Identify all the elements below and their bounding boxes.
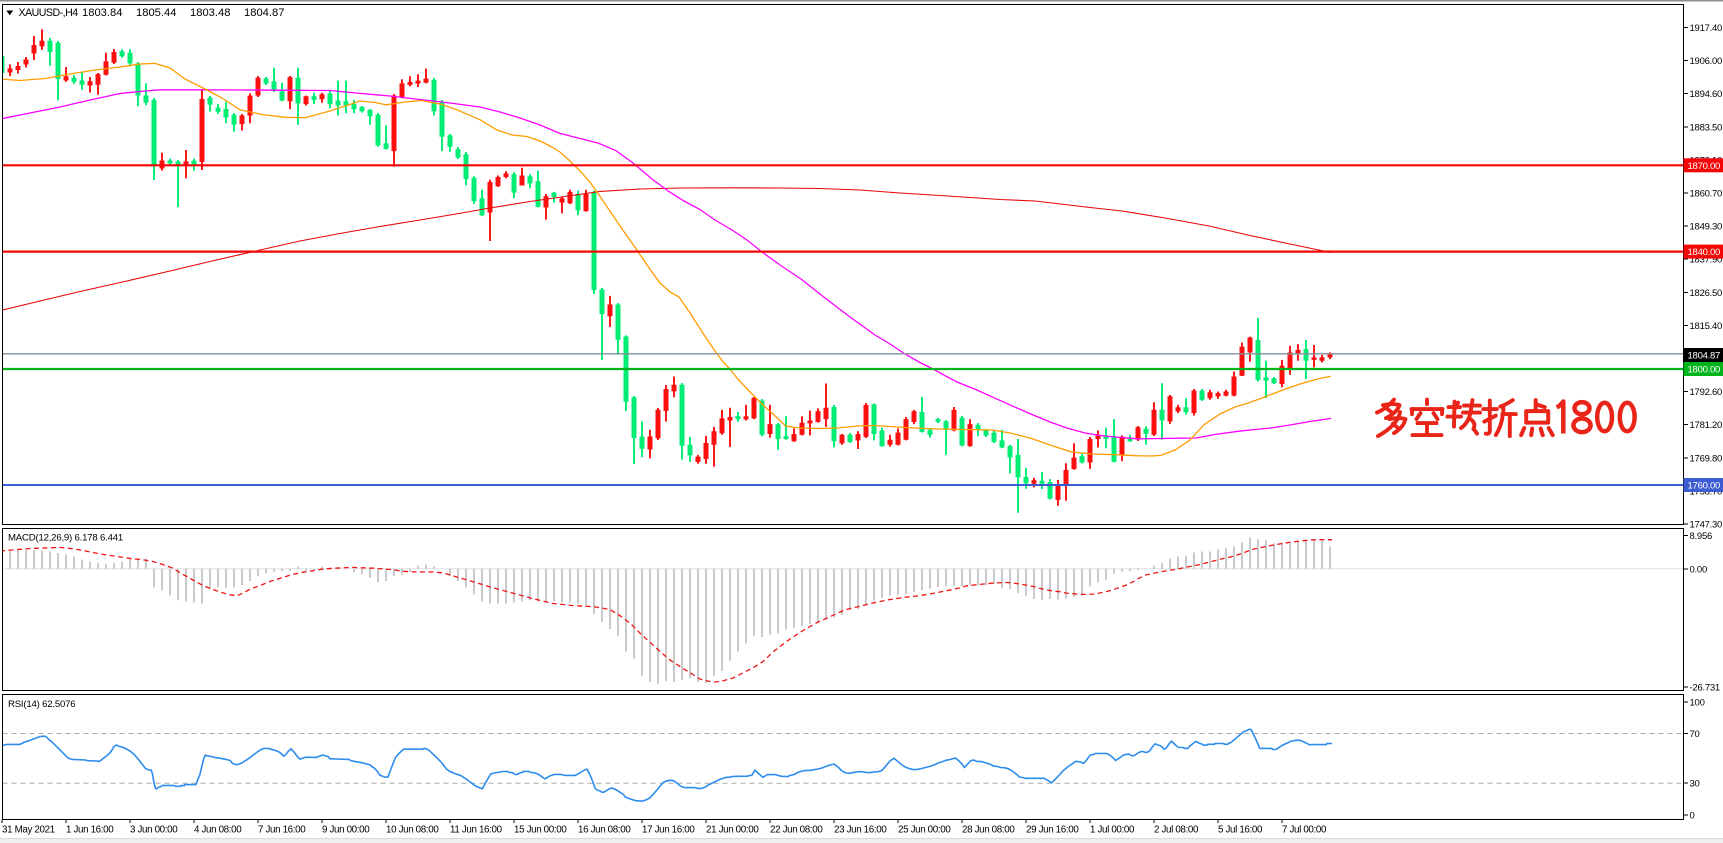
svg-text:1803.48: 1803.48 xyxy=(190,7,230,19)
svg-text:4 Jun 08:00: 4 Jun 08:00 xyxy=(194,825,242,836)
svg-text:MACD(12,26,9) 6.178 6.441: MACD(12,26,9) 6.178 6.441 xyxy=(8,533,123,544)
svg-text:1826.50: 1826.50 xyxy=(1690,288,1723,299)
svg-text:7 Jun 16:00: 7 Jun 16:00 xyxy=(258,825,306,836)
svg-text:RSI(14) 62.5076: RSI(14) 62.5076 xyxy=(8,699,75,710)
svg-text:25 Jun 00:00: 25 Jun 00:00 xyxy=(898,825,951,836)
svg-text:1804.87: 1804.87 xyxy=(1688,351,1721,362)
svg-text:5 Jul 16:00: 5 Jul 16:00 xyxy=(1218,825,1263,836)
svg-text:1837.90: 1837.90 xyxy=(1690,255,1723,266)
svg-text:-26.731: -26.731 xyxy=(1690,683,1720,694)
svg-text:9 Jun 00:00: 9 Jun 00:00 xyxy=(322,825,370,836)
svg-text:1917.40: 1917.40 xyxy=(1690,23,1723,34)
svg-text:0: 0 xyxy=(1690,811,1695,822)
svg-text:7 Jul 00:00: 7 Jul 00:00 xyxy=(1282,825,1327,836)
svg-text:31 May 2021: 31 May 2021 xyxy=(2,825,55,836)
svg-text:1803.84: 1803.84 xyxy=(82,7,122,19)
svg-text:1781.20: 1781.20 xyxy=(1690,420,1723,431)
svg-text:29 Jun 16:00: 29 Jun 16:00 xyxy=(1026,825,1079,836)
svg-text:1894.60: 1894.60 xyxy=(1690,89,1723,100)
svg-text:2 Jul 08:00: 2 Jul 08:00 xyxy=(1154,825,1199,836)
svg-text:1792.60: 1792.60 xyxy=(1690,387,1723,398)
svg-text:1815.40: 1815.40 xyxy=(1690,321,1723,332)
svg-text:1870.00: 1870.00 xyxy=(1688,161,1721,172)
svg-text:1805.44: 1805.44 xyxy=(136,7,176,19)
svg-text:1 Jun 16:00: 1 Jun 16:00 xyxy=(66,825,114,836)
svg-text:15 Jun 00:00: 15 Jun 00:00 xyxy=(514,825,567,836)
svg-text:10 Jun 08:00: 10 Jun 08:00 xyxy=(386,825,439,836)
svg-text:1906.00: 1906.00 xyxy=(1690,56,1723,67)
svg-text:70: 70 xyxy=(1690,729,1700,740)
svg-text:1804.87: 1804.87 xyxy=(244,7,284,19)
svg-text:23 Jun 16:00: 23 Jun 16:00 xyxy=(834,825,887,836)
svg-text:16 Jun 08:00: 16 Jun 08:00 xyxy=(578,825,631,836)
svg-text:XAUUSD-,H4: XAUUSD-,H4 xyxy=(19,7,79,19)
svg-text:8.956: 8.956 xyxy=(1690,531,1713,542)
svg-text:1840.00: 1840.00 xyxy=(1688,247,1721,258)
svg-text:11 Jun 16:00: 11 Jun 16:00 xyxy=(450,825,503,836)
svg-text:1769.80: 1769.80 xyxy=(1690,453,1723,464)
svg-text:1860.70: 1860.70 xyxy=(1690,189,1723,200)
svg-text:30: 30 xyxy=(1690,779,1700,790)
svg-text:1760.00: 1760.00 xyxy=(1688,481,1721,492)
svg-text:1747.30: 1747.30 xyxy=(1690,520,1723,531)
svg-text:100: 100 xyxy=(1690,698,1705,709)
svg-text:1883.50: 1883.50 xyxy=(1690,122,1723,133)
svg-text:1849.30: 1849.30 xyxy=(1690,222,1723,233)
svg-text:1 Jul 00:00: 1 Jul 00:00 xyxy=(1090,825,1135,836)
svg-text:17 Jun 16:00: 17 Jun 16:00 xyxy=(642,825,695,836)
svg-text:1800.00: 1800.00 xyxy=(1688,365,1721,376)
svg-text:0.00: 0.00 xyxy=(1690,565,1708,576)
svg-text:28 Jun 08:00: 28 Jun 08:00 xyxy=(962,825,1015,836)
svg-text:21 Jun 00:00: 21 Jun 00:00 xyxy=(706,825,759,836)
svg-text:22 Jun 08:00: 22 Jun 08:00 xyxy=(770,825,823,836)
svg-text:3 Jun 00:00: 3 Jun 00:00 xyxy=(130,825,178,836)
